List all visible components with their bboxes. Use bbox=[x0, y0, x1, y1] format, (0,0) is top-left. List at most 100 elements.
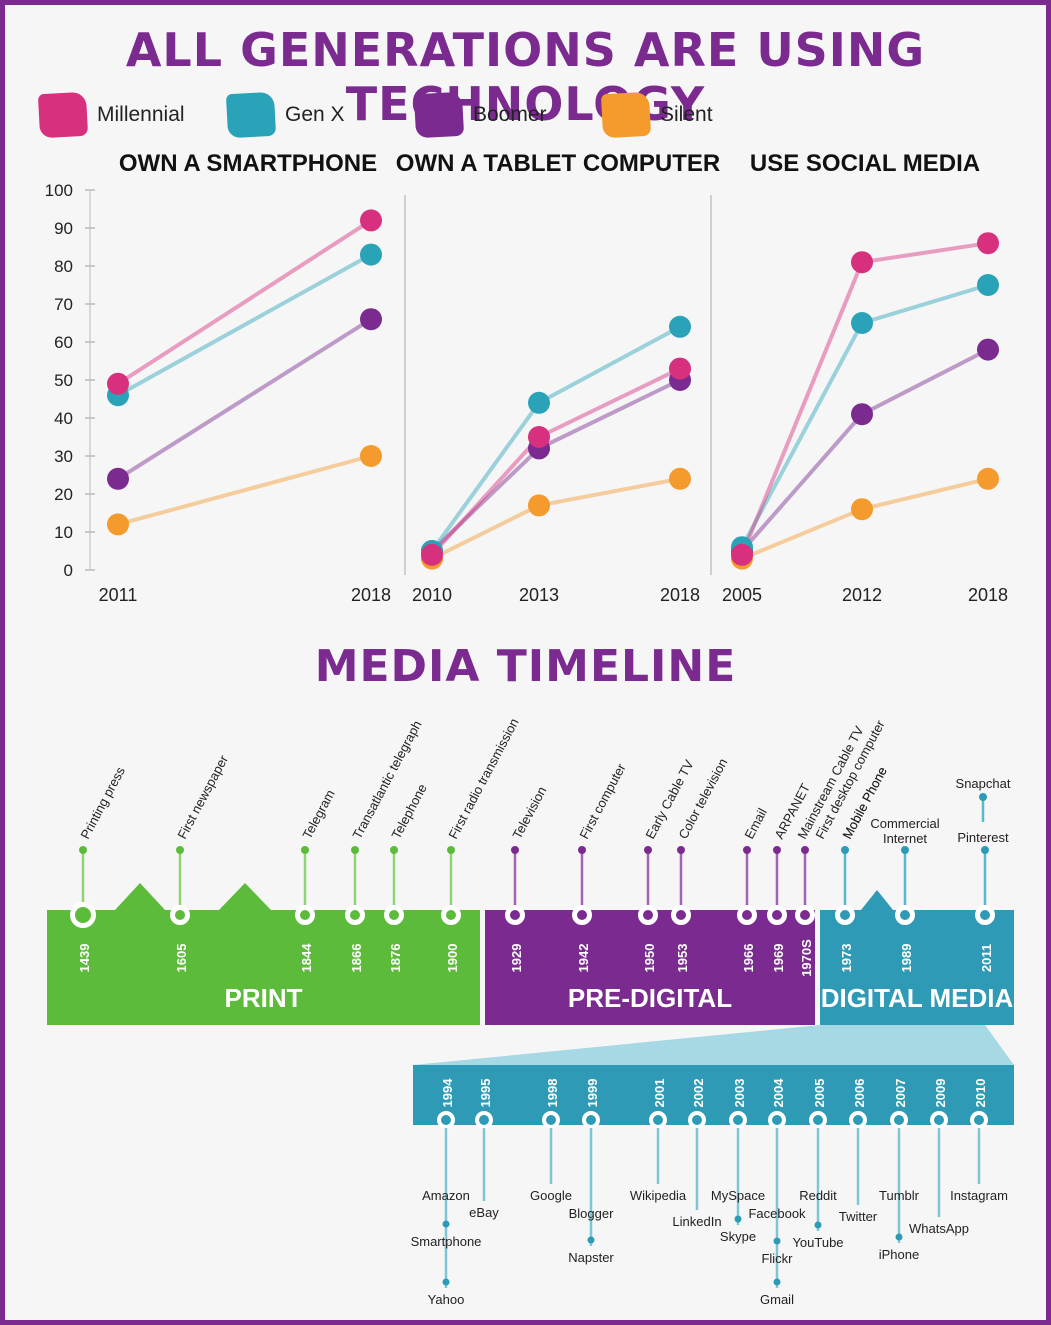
data-point-silent bbox=[107, 513, 129, 536]
y-tick-label: 0 bbox=[64, 561, 73, 580]
legend-label: Gen X bbox=[285, 103, 345, 126]
event-marker-inner bbox=[742, 910, 752, 920]
event-marker-inner bbox=[643, 910, 653, 920]
detail-year: 2006 bbox=[852, 1079, 867, 1108]
era-label: DIGITAL MEDIA bbox=[821, 983, 1014, 1013]
x-tick-label: 2018 bbox=[968, 585, 1008, 605]
era-label: PRINT bbox=[225, 983, 303, 1013]
detail-label: eBay bbox=[469, 1205, 499, 1220]
detail-label: Reddit bbox=[799, 1188, 837, 1203]
detail-marker-inner bbox=[853, 1115, 863, 1125]
event-year: 1929 bbox=[509, 944, 524, 973]
x-tick-label: 2011 bbox=[99, 585, 138, 605]
detail-marker-inner bbox=[546, 1115, 556, 1125]
event-stem-dot bbox=[979, 793, 987, 801]
detail-label: Yahoo bbox=[428, 1292, 465, 1307]
data-point-millennial bbox=[977, 232, 999, 255]
event-stem-dot bbox=[743, 846, 751, 854]
detail-label: Smartphone bbox=[411, 1234, 482, 1249]
event-marker-inner bbox=[840, 910, 850, 920]
detail-label: YouTube bbox=[792, 1235, 843, 1250]
detail-stem-dot bbox=[895, 1233, 903, 1241]
event-stem-dot bbox=[390, 846, 398, 854]
data-point-millennial bbox=[421, 543, 443, 566]
detail-year: 1994 bbox=[440, 1078, 455, 1108]
x-tick-label: 2012 bbox=[842, 585, 882, 605]
detail-label: Instagram bbox=[950, 1188, 1008, 1203]
legend-label: Silent bbox=[660, 103, 713, 126]
event-year: 1605 bbox=[174, 944, 189, 973]
y-tick-label: 10 bbox=[54, 523, 73, 542]
line-charts: 0 10 20 30 40 50 60 70 80 90 100 OWN A SMARTPHONE 20… bbox=[45, 150, 1008, 605]
event-year: 1866 bbox=[349, 944, 364, 973]
y-tick-label: 20 bbox=[54, 485, 73, 504]
timeline-title: MEDIA TIMELINE bbox=[314, 641, 737, 692]
data-point-gen-x bbox=[851, 312, 873, 334]
event-marker-inner bbox=[300, 910, 310, 920]
x-tick-label: 2013 bbox=[519, 585, 559, 605]
event-label: Telegram bbox=[299, 787, 337, 841]
data-point-millennial bbox=[669, 357, 691, 380]
data-point-millennial bbox=[731, 543, 753, 566]
y-tick-label: 40 bbox=[54, 409, 73, 428]
detail-marker-inner bbox=[974, 1115, 984, 1125]
event-marker-inner bbox=[676, 910, 686, 920]
data-point-boomer bbox=[977, 338, 999, 361]
event-stem-dot bbox=[981, 846, 989, 854]
series-line-boomer bbox=[430, 378, 682, 553]
event-label: Commercial bbox=[870, 816, 939, 831]
event-label: First computer bbox=[576, 760, 629, 841]
y-tick-label: 50 bbox=[54, 371, 73, 390]
detail-year: 2005 bbox=[812, 1079, 827, 1108]
decorative-mountain bbox=[219, 883, 271, 910]
detail-label: Blogger bbox=[569, 1206, 614, 1221]
y-tick-label: 100 bbox=[45, 181, 73, 200]
detail-label: Wikipedia bbox=[630, 1188, 687, 1203]
event-label: Snapchat bbox=[956, 776, 1011, 791]
detail-marker-inner bbox=[934, 1115, 944, 1125]
series-line-boomer bbox=[740, 347, 990, 553]
event-stem-dot bbox=[176, 846, 184, 854]
x-tick-label: 2010 bbox=[412, 585, 452, 605]
series-line-silent bbox=[430, 476, 682, 561]
event-stem-dot bbox=[511, 846, 519, 854]
data-point-silent bbox=[669, 467, 691, 490]
chart-title: USE SOCIAL MEDIA bbox=[750, 150, 980, 177]
event-marker-inner bbox=[577, 910, 587, 920]
event-year: 1966 bbox=[741, 944, 756, 973]
detail-year: 2010 bbox=[973, 1079, 988, 1108]
series-line-gen-x bbox=[116, 252, 373, 398]
y-tick-label: 90 bbox=[54, 219, 73, 238]
event-marker-inner bbox=[980, 910, 990, 920]
detail-label: iPhone bbox=[879, 1247, 919, 1262]
event-year: 1970S bbox=[799, 939, 814, 977]
detail-year: 1995 bbox=[478, 1079, 493, 1108]
detail-marker-inner bbox=[894, 1115, 904, 1125]
legend: Millennial Gen X Boomer Silent bbox=[37, 91, 799, 139]
detail-year: 2002 bbox=[691, 1079, 706, 1108]
data-point-boomer bbox=[851, 403, 873, 426]
event-year: 1844 bbox=[299, 943, 314, 973]
event-stem-dot bbox=[644, 846, 652, 854]
y-tick-label: 60 bbox=[54, 333, 73, 352]
event-stem-dot bbox=[901, 846, 909, 854]
event-label: First radio transmission bbox=[445, 716, 521, 842]
event-label: Email bbox=[741, 806, 770, 842]
detail-label: MySpace bbox=[711, 1188, 765, 1203]
event-label: First newspaper bbox=[174, 752, 231, 841]
series-line-boomer bbox=[116, 317, 373, 481]
data-point-millennial bbox=[360, 209, 382, 232]
event-year: 1953 bbox=[675, 944, 690, 973]
event-marker-inner bbox=[800, 910, 810, 920]
era-bar-pre-digital bbox=[485, 910, 815, 1025]
data-point-silent bbox=[977, 467, 999, 490]
detail-year: 2007 bbox=[893, 1079, 908, 1108]
detail-label: Google bbox=[530, 1188, 572, 1203]
legend-label: Boomer bbox=[473, 103, 547, 126]
detail-stem-dot bbox=[773, 1237, 781, 1245]
data-point-gen-x bbox=[977, 274, 999, 296]
detail-label: LinkedIn bbox=[672, 1214, 721, 1229]
detail-marker-inner bbox=[653, 1115, 663, 1125]
detail-label: Facebook bbox=[748, 1206, 806, 1221]
detail-label: Tumblr bbox=[879, 1188, 920, 1203]
